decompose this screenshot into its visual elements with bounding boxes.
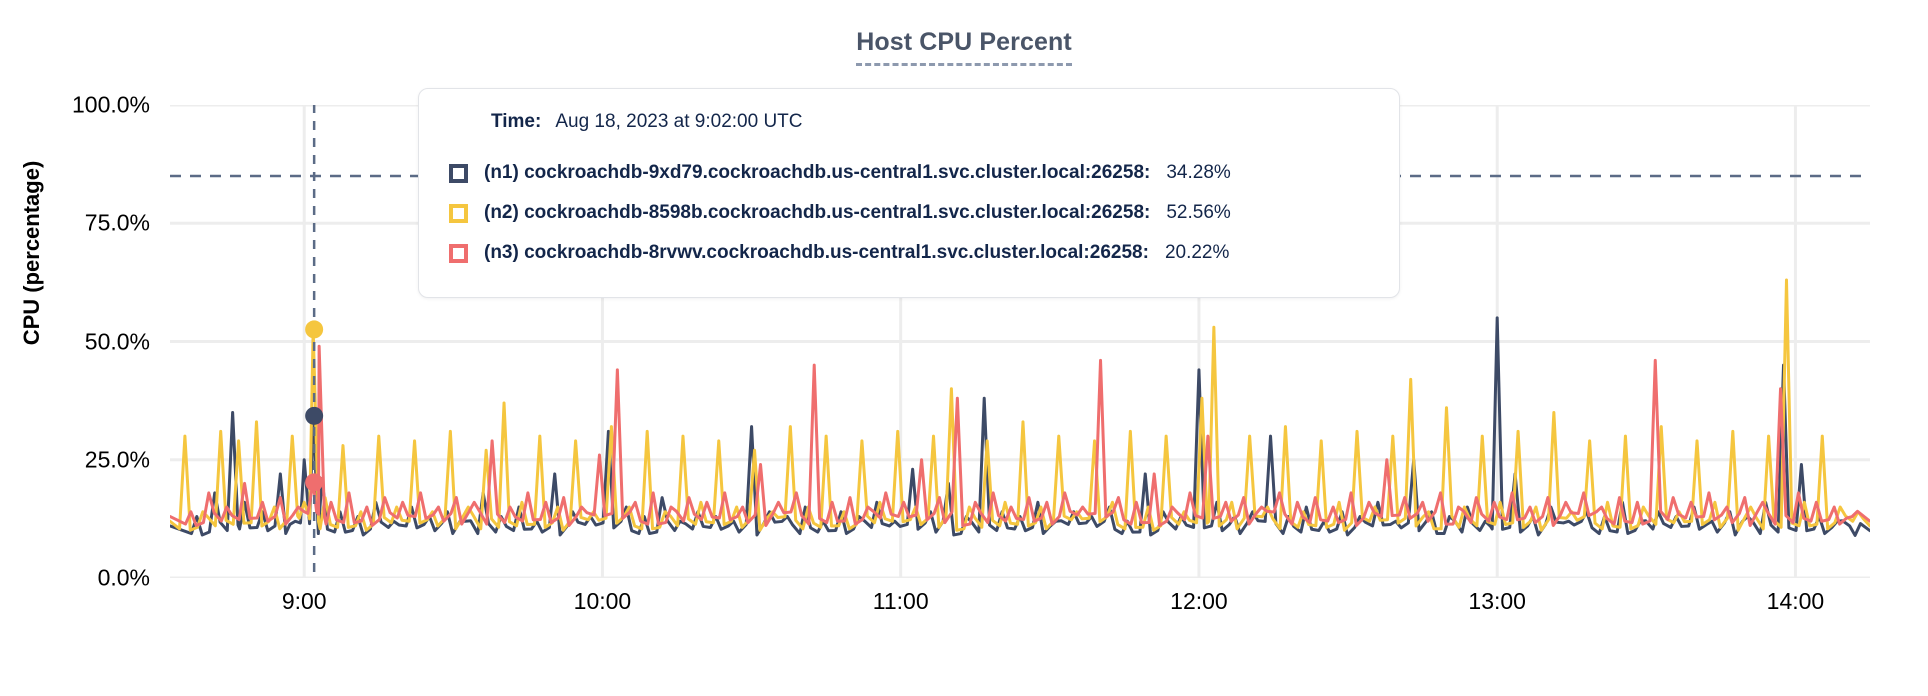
- series-line-n1: [170, 316, 1870, 537]
- tooltip-row: (n2) cockroachdb-8598b.cockroachdb.us-ce…: [449, 193, 1369, 233]
- y-tick-label: 100.0%: [71, 91, 150, 118]
- tooltip-time-label: Time:: [491, 111, 542, 132]
- x-tick-label: 11:00: [872, 588, 929, 614]
- tooltip-time-row: Time: Aug 18, 2023 at 9:02:00 UTC: [449, 111, 1369, 133]
- x-tick-label: 9:00: [281, 588, 327, 614]
- y-axis-tick-labels: 0.0% 25.0% 50.0% 75.0% 100.0%: [0, 92, 150, 591]
- tooltip-row: (n1) cockroachdb-9xd79.cockroachdb.us-ce…: [449, 153, 1369, 193]
- y-tick-label: 75.0%: [84, 209, 150, 236]
- tooltip-series-value: 20.22%: [1164, 242, 1230, 263]
- x-axis-tick-labels: 9:00 10:00 11:00 12:00 13:00 14:00: [170, 588, 1870, 628]
- x-tick-label: 12:00: [1170, 588, 1228, 614]
- x-tick-label: 14:00: [1766, 588, 1825, 614]
- series-line-n2: [170, 278, 1870, 532]
- series-line-n3: [170, 344, 1870, 527]
- chart-title: Host CPU Percent: [0, 28, 1928, 66]
- tooltip-time-value: Aug 18, 2023 at 9:02:00 UTC: [555, 111, 803, 132]
- chart-tooltip: Time: Aug 18, 2023 at 9:02:00 UTC (n1) c…: [418, 88, 1400, 298]
- tooltip-series-label: (n3) cockroachdb-8rvwv.cockroachdb.us-ce…: [484, 242, 1149, 263]
- tooltip-series-rows: (n1) cockroachdb-9xd79.cockroachdb.us-ce…: [449, 153, 1369, 273]
- y-tick-label: 0.0%: [97, 564, 150, 591]
- series-color-swatch: [449, 243, 468, 263]
- tooltip-series-label: (n2) cockroachdb-8598b.cockroachdb.us-ce…: [484, 202, 1151, 223]
- x-tick-label: 10:00: [573, 588, 632, 614]
- tooltip-series-value: 52.56%: [1166, 202, 1231, 223]
- cursor-point-n3: [305, 473, 324, 492]
- tooltip-series-value: 34.28%: [1166, 162, 1231, 183]
- tooltip-row: (n3) cockroachdb-8rvwv.cockroachdb.us-ce…: [449, 233, 1369, 273]
- chart-title-text: Host CPU Percent: [856, 28, 1072, 66]
- x-tick-label: 13:00: [1468, 588, 1526, 614]
- cursor-point-n1: [305, 406, 324, 425]
- y-tick-label: 25.0%: [84, 446, 150, 473]
- series-color-swatch: [449, 203, 468, 223]
- cursor-point-n2: [305, 320, 324, 339]
- tooltip-series-label: (n1) cockroachdb-9xd79.cockroachdb.us-ce…: [484, 162, 1151, 183]
- y-tick-label: 50.0%: [84, 328, 150, 354]
- series-color-swatch: [449, 163, 468, 183]
